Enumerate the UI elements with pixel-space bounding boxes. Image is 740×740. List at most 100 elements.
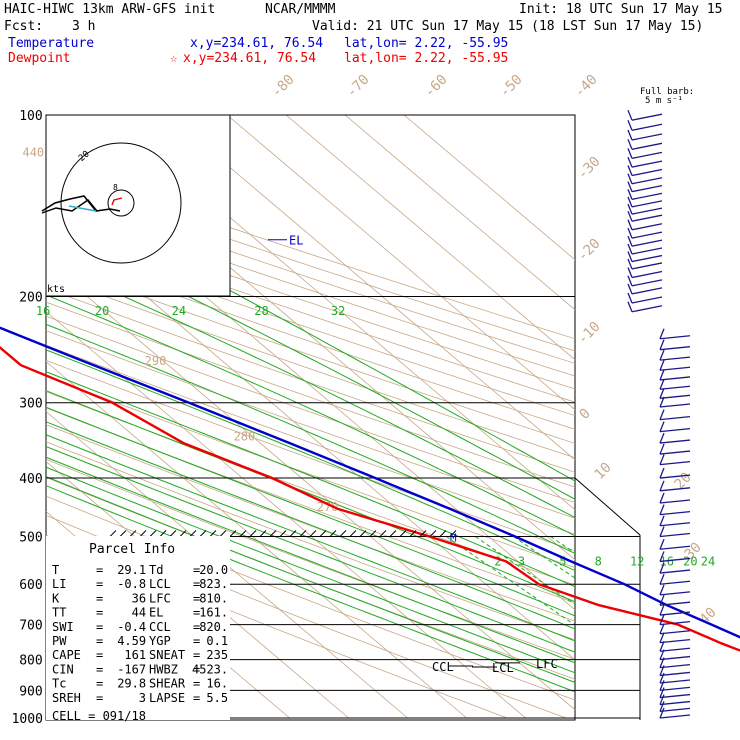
parcel-eq2: =: [193, 620, 200, 634]
wind-barb: [659, 714, 691, 719]
dry-adiabat-line: [46, 458, 575, 660]
parcel-row: LI = -0.8 LCL =823.: [52, 577, 228, 591]
isotherm-line: [344, 115, 575, 311]
parcel-eq: =: [96, 691, 103, 705]
parcel-eq2: =: [193, 691, 200, 705]
parcel-info-cell: CELL = 091/18: [52, 709, 146, 723]
hatch-mark: [379, 530, 387, 537]
wind-barb: [659, 439, 691, 444]
parcel-key2: SNEAT: [149, 648, 185, 662]
dry-adiabat-line: [46, 210, 575, 390]
wind-barb: [659, 335, 691, 340]
wind-barb: [631, 207, 663, 215]
wind-barb: [631, 151, 663, 159]
pressure-label-200: 200: [19, 291, 42, 306]
mixing-ratio-label: 3: [518, 554, 525, 568]
isotherm-line: [167, 115, 575, 461]
lcl-label: LCL: [492, 661, 514, 675]
hatch-mark: [389, 530, 397, 537]
wind-barb-flag: [659, 623, 665, 635]
isotherm-label: -30: [575, 154, 604, 183]
isotherm-line: [46, 261, 575, 711]
wind-barb: [631, 142, 663, 150]
parcel-eq: =: [96, 677, 103, 691]
wind-barb: [659, 639, 691, 644]
dry-adiabat-line: [46, 301, 575, 488]
parcel-value: 36: [132, 591, 146, 605]
parcel-key: Tc: [52, 677, 66, 691]
wind-barb: [659, 580, 691, 585]
wind-barb-flag: [659, 379, 665, 390]
el-label: EL: [289, 234, 303, 248]
wind-barb-flag: [659, 504, 665, 515]
wind-barb-flag: [659, 432, 665, 444]
wind-barb-flag: [627, 148, 633, 159]
parcel-row: CIN = -167 HWBZ =4523.: [52, 662, 228, 676]
parcel-row: T = 29.1 Td =20.0: [52, 563, 228, 577]
wind-barb: [631, 262, 663, 270]
hodograph-trace: [41, 195, 121, 212]
hatch-mark: [449, 530, 457, 537]
wind-barb-flag: [627, 109, 633, 121]
parcel-value2: 810.: [199, 591, 228, 605]
mixing-ratio-line: [446, 536, 575, 626]
wind-barb-flag: [627, 165, 633, 176]
legend-temperature-label: Temperature: [8, 36, 94, 51]
wind-barb: [659, 679, 691, 684]
parcel-key: SWI: [52, 620, 74, 634]
wind-barb-flag: [659, 672, 665, 684]
valid-time: Valid: 21 UTC Sun 17 May 15 (18 LST Sun …: [312, 19, 703, 34]
wind-barb: [659, 693, 691, 699]
pressure-label-1000: 1000: [12, 712, 43, 727]
hatch-mark: [229, 530, 237, 537]
wind-barb: [659, 487, 691, 492]
moist-adiabat-line: [46, 485, 575, 693]
dry-adiabat-line: [46, 424, 575, 622]
isotherm-label: 10: [592, 460, 615, 483]
parcel-info-box: Parcel Info T = 29.1 Td =20.0LI = -0.8 LCL =823.…: [46, 536, 230, 723]
parcel-info-title: Parcel Info: [89, 542, 175, 557]
wind-barb-flag: [627, 275, 633, 287]
pressure-labels: 100 200 300 400 500 600 700 800 900 1000: [12, 109, 43, 727]
parcel-eq2: =: [193, 648, 200, 662]
hodograph-trace-red: [111, 197, 123, 206]
wind-barbs: [627, 109, 691, 719]
parcel-row: PW = 4.59 YGP = 0.1: [52, 634, 228, 648]
wind-barb: [631, 270, 663, 279]
parcel-value: 29.1: [117, 563, 146, 577]
parcel-eq: =: [96, 563, 103, 577]
moist-label: 16: [36, 304, 50, 318]
parcel-value2: 16.: [206, 677, 228, 691]
parcel-eq: =: [96, 648, 103, 662]
parcel-key: PW: [52, 634, 67, 648]
moist-label: 32: [331, 304, 345, 318]
pressure-label-800: 800: [19, 654, 42, 669]
wind-barb-flag: [659, 454, 665, 465]
parcel-eq: =: [96, 620, 103, 634]
parcel-key2: LFC: [149, 591, 171, 605]
hatch-mark: [359, 530, 367, 537]
legend-dewpoint-latlon: lat,lon= 2.22, -55.95: [344, 51, 508, 66]
wind-barb: [659, 700, 691, 706]
parcel-eq: =: [96, 662, 103, 676]
wind-barb: [631, 239, 663, 247]
dry-adiabat-line: [46, 248, 575, 430]
pressure-label-700: 700: [19, 619, 42, 634]
parcel-value: -167: [117, 662, 146, 676]
moist-adiabat-line: [132, 268, 575, 500]
hatch-mark: [369, 530, 377, 537]
mixing-ratio-label: 12: [630, 554, 644, 568]
parcel-row: Tc = 29.8 SHEAR = 16.: [52, 677, 228, 691]
wind-barb-flag: [627, 120, 633, 131]
parcel-key2: SHEAR: [149, 677, 186, 691]
hodograph-inset: 20 8 kts: [41, 114, 231, 297]
wind-barb-flag: [659, 349, 665, 361]
isotherm-label: -40: [572, 72, 601, 101]
parcel-value: 3: [139, 691, 146, 705]
wind-barb-flag: [627, 258, 633, 270]
parcel-row: K = 36 LFC =810.: [52, 591, 228, 605]
parcel-eq: =: [96, 591, 103, 605]
sounding-traces: [0, 326, 740, 652]
isotherm-label: 0: [577, 406, 594, 423]
barb-key-line2: 5 m s⁻¹: [645, 96, 683, 106]
